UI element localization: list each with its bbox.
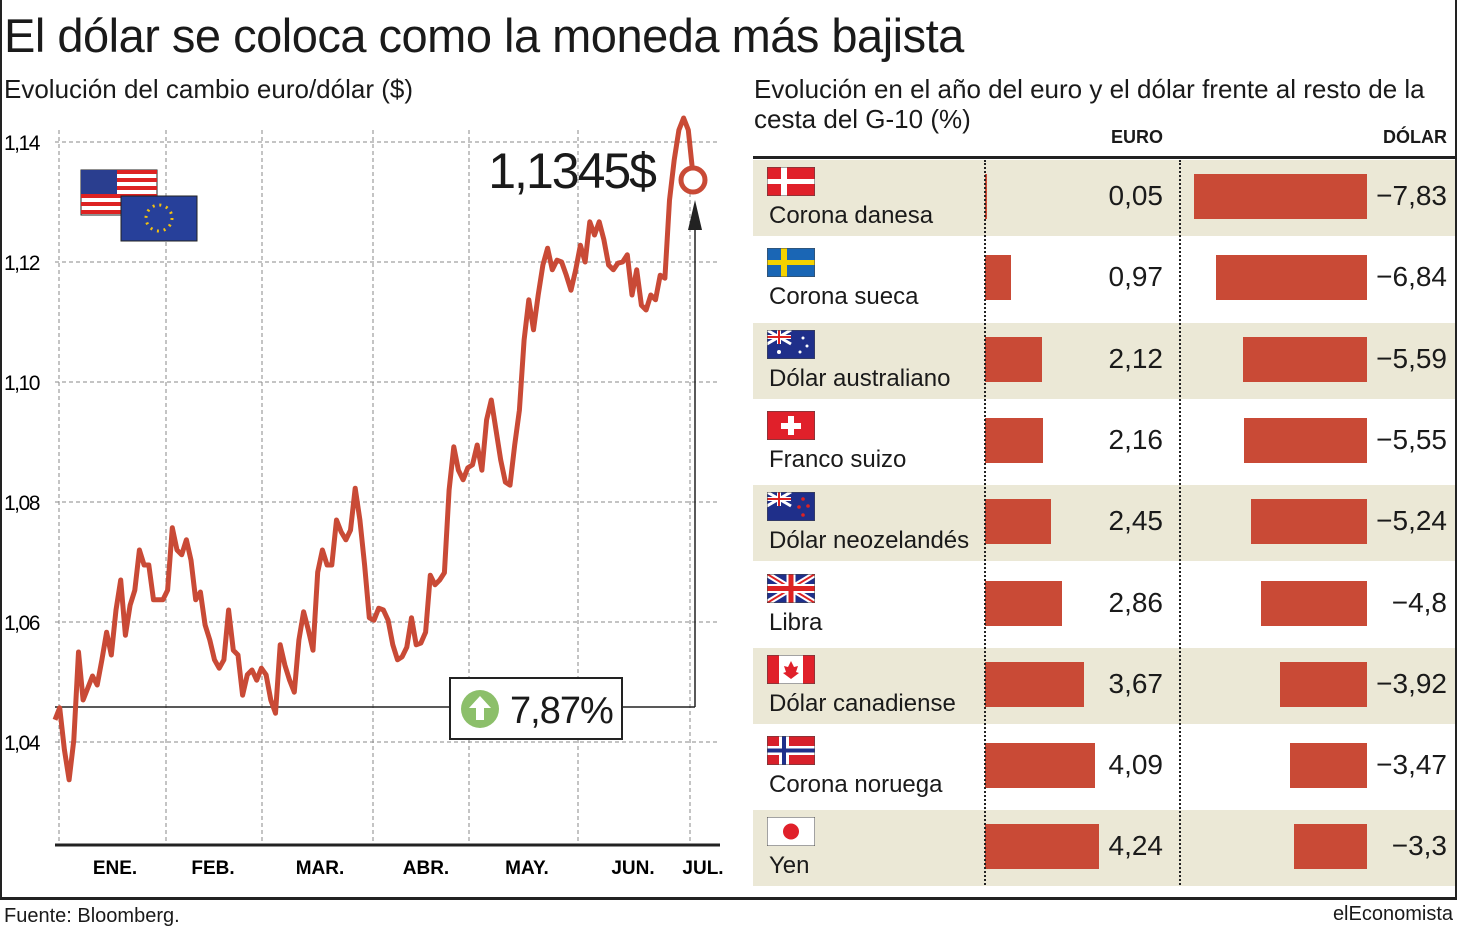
norway-flag-icon [766,735,816,766]
switzerland-flag-icon [766,410,816,441]
euro-value: 3,67 [1108,667,1164,699]
y-tick-label: 1,08 [4,492,40,515]
table-row: Yen 4,24 −3,3 [753,810,1455,887]
euro-value: 0,97 [1108,261,1164,293]
currency-name: Dólar canadiense [769,689,956,717]
dollar-value: −4,8 [1391,586,1447,618]
dollar-value: −5,24 [1376,505,1447,537]
y-tick-label: 1,06 [4,612,40,635]
euro-value: 4,24 [1108,830,1164,862]
dollar-bar [1244,417,1367,463]
arrow-head-icon [688,200,702,230]
last-point-marker [678,165,708,195]
euro-value: 2,86 [1108,586,1164,618]
bottom-rule [0,897,1457,900]
dollar-bar [1251,499,1367,545]
up-arrow-icon [461,690,499,728]
euro-bar [985,255,1012,301]
currency-name: Yen [769,852,810,880]
table-row: Dólar canadiense 3,67 −3,92 [753,647,1455,724]
dollar-axis [1179,160,1181,885]
dollar-value: −7,83 [1376,180,1447,211]
dollar-value: −3,3 [1391,830,1447,862]
x-tick-label: MAR. [296,858,345,879]
change-value: 7,87% [510,690,613,732]
new-zealand-flag-icon [766,490,816,522]
table-row: Libra 2,86 −4,8 [753,567,1455,643]
currency-name: Corona noruega [769,771,943,799]
source-note: Fuente: Bloomberg. [4,905,180,927]
table-row: Dólar australiano 2,12 −5,59 [753,322,1455,399]
dollar-bar [1243,336,1367,382]
euro-value: 2,16 [1108,423,1164,455]
dollar-value: −5,55 [1376,423,1447,455]
sweden-flag-icon [766,247,816,278]
last-value-label: 1,1345$ [488,143,656,199]
y-tick-label: 1,14 [4,132,41,155]
table-row: Corona sueca 0,97 −6,84 [753,241,1455,317]
usa-flag [80,169,158,216]
currency-name: Corona danesa [769,202,934,229]
euro-dollar-line [52,115,696,783]
currency-name: Corona sueca [769,283,919,311]
euro-bar [985,417,1044,463]
dollar-bar [1260,580,1367,626]
euro-bar [985,824,1100,870]
euro-bar [985,499,1052,545]
euro-value: 4,09 [1108,749,1164,781]
eu-flag [120,195,198,242]
currency-name: Dólar australiano [769,364,951,392]
euro-axis [984,160,986,885]
dollar-value: −6,84 [1376,261,1447,293]
table-row: Corona danesa 0,05 −7,83 [753,160,1455,236]
currency-name: Dólar neozelandés [769,527,970,555]
table-row: Corona noruega 4,09 −3,47 [753,729,1455,805]
denmark-flag-icon [766,166,816,197]
y-tick-label: 1,12 [4,252,40,275]
dollar-value: −5,59 [1376,342,1447,374]
euro-bar [985,580,1063,626]
currency-name: Libra [769,608,823,636]
x-tick-label: MAY. [505,858,549,879]
dollar-bar [1215,255,1367,301]
x-tick-label: ENE. [93,858,137,879]
dollar-bar [1290,743,1367,789]
dollar-bar [1193,174,1367,219]
dollar-value: −3,47 [1376,749,1447,781]
euro-value: 2,45 [1108,505,1164,537]
dollar-bar [1280,661,1367,707]
euro-bar [985,174,987,219]
euro-bar [985,743,1096,789]
japan-flag-icon [766,816,816,847]
x-tick-label: JUL. [682,858,723,879]
euro-column-header: EURO [1111,127,1164,147]
uk-flag-icon [765,570,817,606]
euro-value: 0,05 [1108,180,1164,211]
dollar-column-header: DÓLAR [1383,127,1447,147]
brand-logo: elEconomista [1332,903,1453,925]
canada-flag-icon [766,654,816,685]
currency-name: Franco suizo [769,445,907,473]
table-top-rule [753,156,1455,159]
table-row: Franco suizo 2,16 −5,55 [753,404,1455,480]
y-tick-label: 1,04 [4,732,41,755]
line-chart: 1,14 1,12 1,10 1,08 1,06 1,04 ENE. FEB. MAR. ABR… [4,115,724,879]
euro-value: 2,12 [1108,342,1164,374]
australia-flag-icon [766,328,816,360]
dollar-value: −3,92 [1376,667,1447,699]
euro-bar [985,661,1085,707]
table-row: Dólar neozelandés 2,45 −5,24 [753,485,1455,562]
dollar-bar [1294,824,1367,870]
page-title: El dólar se coloca como la moneda más ba… [4,9,964,62]
x-tick-label: ABR. [403,858,449,879]
euro-bar [985,336,1043,382]
line-chart-title: Evolución del cambio euro/dólar ($) [4,74,413,104]
bar-table-title: Evolución en el año del euro y el dólar … [754,74,1425,134]
y-tick-label: 1,10 [4,372,40,395]
x-tick-label: FEB. [191,858,234,879]
x-tick-label: JUN. [611,858,654,879]
